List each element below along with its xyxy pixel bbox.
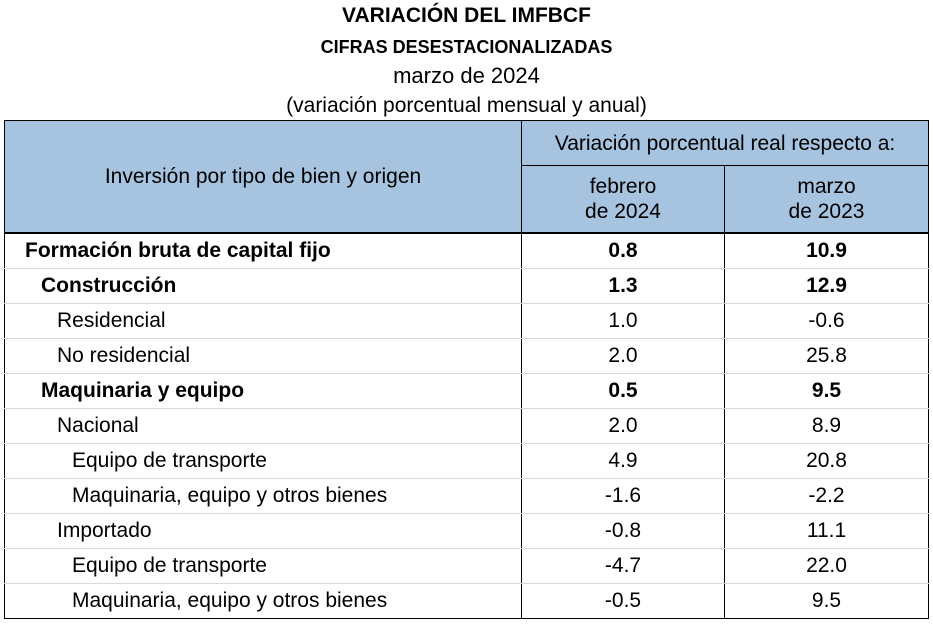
group-header: Variación porcentual real respecto a: <box>520 120 930 166</box>
value-mar-2023: -2.2 <box>723 478 930 514</box>
row-label: Construcción <box>4 268 522 304</box>
value-feb-2024: -0.5 <box>521 583 725 619</box>
row-label: Importado <box>4 513 522 549</box>
value-feb-2024: 0.8 <box>521 233 725 269</box>
row-label: Equipo de transporte <box>4 548 522 584</box>
value-mar-2023: 10.9 <box>723 233 930 269</box>
value-feb-2024: 1.0 <box>521 303 725 339</box>
value-feb-2024: -0.8 <box>521 513 725 549</box>
value-feb-2024: 1.3 <box>521 268 725 304</box>
row-label: Maquinaria, equipo y otros bienes <box>4 478 522 514</box>
value-mar-2023: 12.9 <box>723 268 930 304</box>
table-row: Equipo de transporte 4.9 20.8 <box>4 443 930 479</box>
table-row: Equipo de transporte -4.7 22.0 <box>4 548 930 584</box>
row-label: Maquinaria, equipo y otros bienes <box>4 583 522 619</box>
value-feb-2024: 2.0 <box>521 338 725 374</box>
value-feb-2024: -1.6 <box>521 478 725 514</box>
period-label: marzo de 2024 <box>393 63 540 88</box>
value-mar-2023: 25.8 <box>723 338 930 374</box>
value-feb-2024: -4.7 <box>521 548 725 584</box>
col-header-feb-2024: febrero de 2024 <box>521 165 725 234</box>
row-label: Equipo de transporte <box>4 443 522 479</box>
table-row: Residencial 1.0 -0.6 <box>4 303 930 339</box>
value-mar-2023: 22.0 <box>723 548 930 584</box>
subtitle: CIFRAS DESESTACIONALIZADAS <box>320 37 613 57</box>
table-row: No residencial 2.0 25.8 <box>4 338 930 374</box>
footer-note-cut <box>14 619 924 628</box>
value-mar-2023: 8.9 <box>723 408 930 444</box>
value-mar-2023: -0.6 <box>723 303 930 339</box>
value-mar-2023: 11.1 <box>723 513 930 549</box>
table-body: Formación bruta de capital fijo 0.8 10.9 Co… <box>4 233 930 619</box>
value-feb-2024: 4.9 <box>521 443 725 479</box>
investment-table: Inversión por tipo de bien y origen Vari… <box>4 120 930 619</box>
table-row: Construcción 1.3 12.9 <box>4 268 930 304</box>
table-row: Maquinaria, equipo y otros bienes -0.5 9.5 <box>4 583 930 619</box>
table-row: Nacional 2.0 8.9 <box>4 408 930 444</box>
table-row: Maquinaria y equipo 0.5 9.5 <box>4 373 930 409</box>
row-label: Nacional <box>4 408 522 444</box>
row-label: Residencial <box>4 303 522 339</box>
row-header: Inversión por tipo de bien y origen <box>4 120 522 234</box>
row-label: Maquinaria y equipo <box>4 373 522 409</box>
value-feb-2024: 0.5 <box>521 373 725 409</box>
main-title: VARIACIÓN DEL IMFBCF <box>342 4 591 27</box>
row-label: Formación bruta de capital fijo <box>4 233 522 269</box>
value-mar-2023: 20.8 <box>723 443 930 479</box>
col-header-line1: febrero <box>589 175 657 198</box>
table-row: Maquinaria, equipo y otros bienes -1.6 -2.… <box>4 478 930 514</box>
col-header-line2: de 2023 <box>788 200 865 223</box>
value-mar-2023: 9.5 <box>723 373 930 409</box>
table-row: Importado -0.8 11.1 <box>4 513 930 549</box>
value-mar-2023: 9.5 <box>723 583 930 619</box>
row-label: No residencial <box>4 338 522 374</box>
table-row: Formación bruta de capital fijo 0.8 10.9 <box>4 233 930 269</box>
col-header-line2: de 2024 <box>585 200 661 223</box>
col-header-mar-2023: marzo de 2023 <box>723 165 930 234</box>
col-header-line1: marzo <box>797 175 856 198</box>
value-feb-2024: 2.0 <box>521 408 725 444</box>
table-header: Inversión por tipo de bien y origen Vari… <box>4 120 930 234</box>
units-note: (variación porcentual mensual y anual) <box>286 94 647 117</box>
